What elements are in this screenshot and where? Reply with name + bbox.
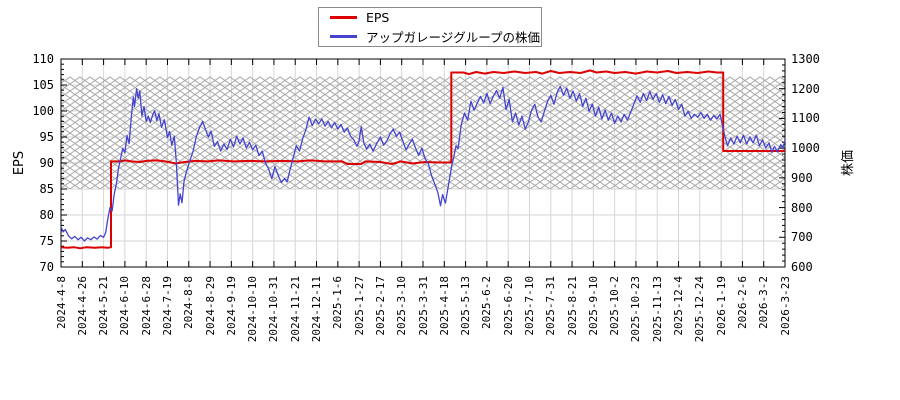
x-axis-tick-label: 2025-7-10	[522, 276, 536, 336]
left-axis-tick-label: 110	[32, 52, 54, 66]
x-axis-tick-label: 2024-10-10	[246, 276, 260, 343]
crosshatch-band	[61, 76, 785, 189]
right-axis-title: 株価	[841, 150, 856, 177]
left-axis-tick-label: 75	[39, 234, 54, 248]
x-axis-tick-label: 2025-12-24	[693, 276, 707, 343]
x-axis-tick-label: 2025-6-20	[501, 276, 515, 336]
left-axis-tick-label: 80	[39, 208, 54, 222]
x-axis-tick-label: 2024-8-29	[203, 276, 217, 336]
right-axis-tick-label: 1000	[791, 141, 820, 156]
x-axis-tick-label: 2024-7-19	[160, 276, 174, 336]
legend-item-eps: EPS	[319, 9, 541, 27]
right-axis-tick-label: 600	[791, 260, 813, 274]
stock-price-line-sample	[330, 34, 357, 38]
x-axis-tick-label: 2024-9-19	[224, 276, 238, 336]
x-axis-tick-label: 2024-8-8	[182, 276, 196, 329]
series-line-stock-price	[60, 85, 786, 242]
right-axis-tick-label: 1200	[791, 81, 820, 96]
x-axis-tick-label: 2024-10-31	[267, 276, 281, 343]
x-axis-tick-label: 2025-2-17	[373, 276, 387, 336]
x-axis-tick-label: 2025-11-13	[650, 276, 664, 343]
legend: EPS アップガレージグループの株価	[318, 7, 542, 47]
eps-line-sample	[330, 16, 357, 20]
x-axis-tick-label: 2025-6-2	[480, 276, 494, 329]
series-line-eps	[60, 69, 785, 250]
left-axis-tick-label: 105	[32, 78, 54, 92]
right-axis-tick-label: 1300	[791, 52, 820, 66]
x-axis-tick-label: 2025-3-10	[395, 276, 409, 336]
left-axis-tick-label: 95	[39, 130, 54, 144]
x-axis-tick-label: 2025-3-31	[416, 276, 430, 336]
x-axis-tick-label: 2025-9-10	[586, 276, 600, 336]
right-axis-tick-label: 800	[791, 200, 813, 215]
left-axis-tick-label: 85	[39, 182, 54, 196]
left-axis-title: EPS	[12, 150, 27, 176]
left-axis-tick-label: 100	[32, 104, 54, 118]
x-axis-tick-label: 2025-12-4	[672, 276, 686, 336]
right-axis-tick-label: 1100	[791, 111, 820, 126]
x-axis-tick-label: 2024-11-21	[288, 276, 302, 343]
plot-border	[60, 58, 786, 268]
x-axis-tick-label: 2025-1-27	[352, 276, 366, 336]
legend-item-stock-price: アップガレージグループの株価	[319, 27, 541, 45]
x-axis-tick-label: 2024-6-28	[139, 276, 153, 336]
x-axis-tick-label: 2024-12-11	[310, 276, 324, 343]
x-axis-tick-label: 2024-5-21	[97, 276, 111, 336]
legend-label-eps: EPS	[366, 10, 390, 26]
x-axis-tick-label: 2026-2-6	[735, 276, 749, 329]
left-axis-tick-label: 70	[39, 260, 54, 274]
x-axis-tick-label: 2025-8-21	[565, 276, 579, 336]
x-axis-tick-label: 2024-4-8	[54, 276, 68, 329]
x-axis-tick-label: 2026-3-2	[757, 276, 771, 329]
x-axis-tick-label: 2025-7-31	[544, 276, 558, 336]
x-axis-tick-label: 2026-3-23	[778, 276, 792, 336]
x-axis-tick-label: 2026-1-19	[714, 276, 728, 336]
left-axis-tick-label: 90	[39, 156, 54, 170]
x-axis-tick-label: 2024-4-26	[75, 276, 89, 336]
right-axis-tick-label: 700	[791, 230, 813, 245]
x-axis-tick-label: 2025-1-6	[331, 276, 345, 329]
right-axis-tick-label: 900	[791, 170, 813, 185]
x-axis-tick-label: 2025-10-23	[629, 276, 643, 343]
x-axis-tick-label: 2025-10-2	[608, 276, 622, 336]
x-axis-tick-label: 2024-6-10	[118, 276, 132, 336]
legend-label-stock-price: アップガレージグループの株価	[366, 29, 541, 45]
x-axis-tick-label: 2025-4-18	[437, 276, 451, 336]
x-axis-tick-label: 2025-5-13	[459, 276, 473, 336]
